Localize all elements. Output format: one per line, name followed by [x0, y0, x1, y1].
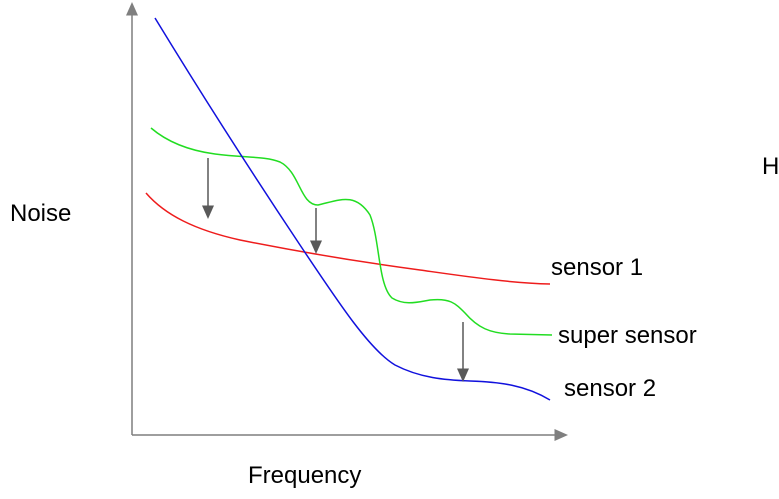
sensor-1-curve [145, 192, 551, 285]
edge-text: H [762, 153, 779, 180]
sensor-2-curve [154, 17, 551, 401]
x-axis-label: Frequency [248, 462, 361, 489]
super-sensor-curve [150, 127, 553, 336]
y-axis-label: Noise [10, 200, 71, 227]
sensor-1-label: sensor 1 [551, 254, 643, 281]
super-sensor-label: super sensor [558, 322, 697, 349]
sensor-2-label: sensor 2 [564, 375, 656, 402]
